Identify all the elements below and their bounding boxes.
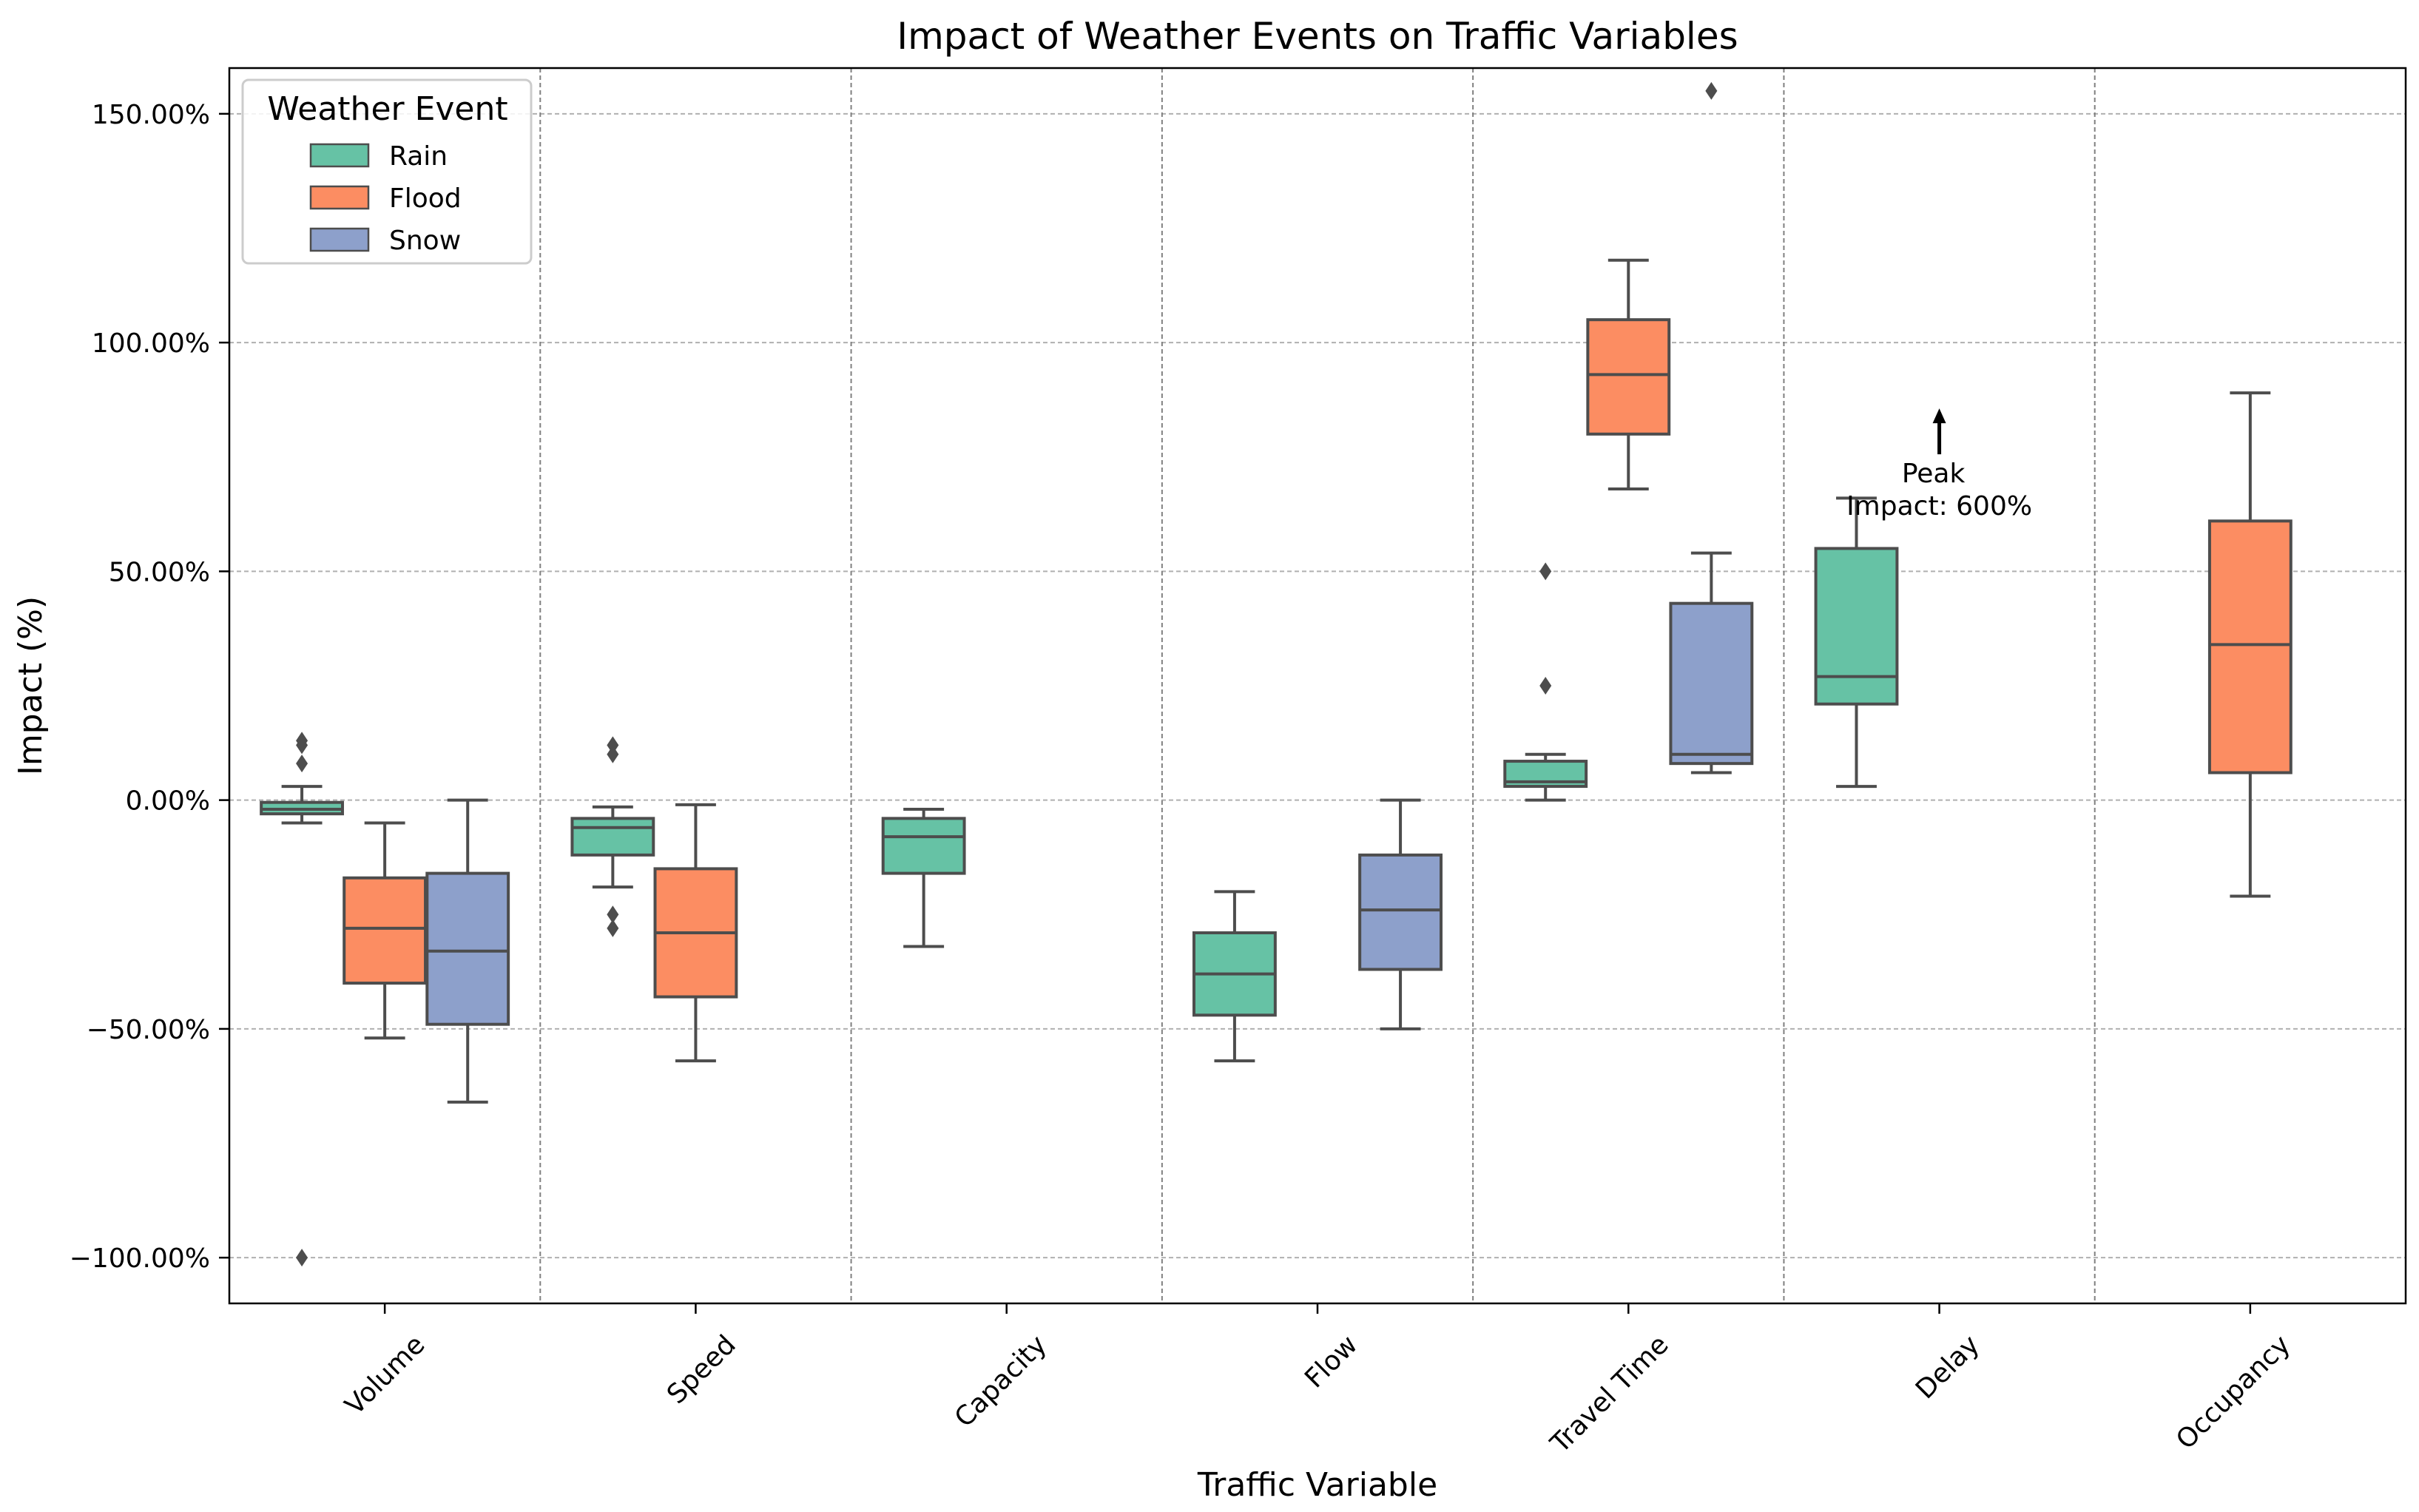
y-axis-label: Impact (%) bbox=[12, 596, 50, 775]
box-flood-volume bbox=[343, 821, 428, 1040]
outlier-point bbox=[607, 905, 619, 924]
outlier-point bbox=[296, 736, 308, 755]
outlier-point bbox=[296, 755, 308, 773]
box-iqr bbox=[343, 876, 428, 985]
outlier-point bbox=[607, 736, 619, 755]
plot-frame bbox=[228, 67, 2407, 1305]
y-tick-label: 50.00% bbox=[109, 557, 210, 587]
box-iqr bbox=[1814, 547, 1899, 706]
outlier-point bbox=[296, 1249, 308, 1267]
legend-title: Weather Event bbox=[267, 90, 507, 128]
box-iqr bbox=[881, 817, 966, 875]
box-rain-flow bbox=[1192, 890, 1277, 1063]
box-rain-travel-time bbox=[1503, 562, 1588, 802]
box-iqr bbox=[1669, 601, 1754, 766]
y-tick-label: −50.00% bbox=[87, 1015, 210, 1045]
box-snow-flow bbox=[1358, 798, 1443, 1030]
box-flood-occupancy bbox=[2207, 391, 2293, 898]
box-iqr bbox=[1586, 318, 1671, 436]
legend-swatch-snow bbox=[309, 227, 370, 252]
legend-frame bbox=[241, 78, 533, 265]
y-tick-label: 0.00% bbox=[126, 786, 210, 817]
legend-swatch-flood bbox=[309, 185, 370, 210]
box-flood-speed bbox=[653, 803, 738, 1063]
y-tick-label: 150.00% bbox=[92, 100, 210, 130]
annotation-text-line1: Peak bbox=[1902, 459, 1966, 489]
box-iqr bbox=[2207, 519, 2293, 774]
annotation-text-line2: Impact: 600% bbox=[1846, 491, 2032, 522]
box-rain-speed bbox=[570, 736, 655, 937]
legend-label-rain: Rain bbox=[389, 141, 448, 172]
outlier-point bbox=[607, 745, 619, 763]
box-rain-capacity bbox=[881, 808, 966, 948]
legend-swatch-rain bbox=[309, 143, 370, 168]
box-snow-travel-time bbox=[1669, 81, 1754, 774]
legend-label-snow: Snow bbox=[389, 226, 461, 256]
grid bbox=[229, 68, 2406, 1303]
box-snow-volume bbox=[425, 798, 510, 1104]
y-axis: −100.00% −50.00% 0.00% 50.00% 100.00% 150.00% bbox=[70, 100, 229, 1274]
legend-label-flood: Flood bbox=[389, 183, 462, 214]
outlier-point bbox=[1539, 677, 1552, 695]
y-tick-label: −100.00% bbox=[70, 1243, 210, 1274]
box-series bbox=[260, 81, 2293, 1267]
box-rain-delay bbox=[1814, 496, 1899, 789]
outlier-point bbox=[1705, 81, 1718, 100]
y-tick-label: 100.00% bbox=[92, 328, 210, 359]
box-iqr bbox=[1358, 853, 1443, 971]
box-iqr bbox=[570, 817, 655, 857]
chart-title: Impact of Weather Events on Traffic Vari… bbox=[897, 15, 1738, 58]
box-iqr bbox=[425, 871, 510, 1026]
annotation-arrow-head bbox=[1932, 408, 1946, 424]
box-flood-travel-time bbox=[1586, 258, 1671, 491]
x-axis-label: Traffic Variable bbox=[1197, 1466, 1437, 1504]
box-rain-volume bbox=[260, 732, 344, 1267]
outlier-point bbox=[1539, 562, 1552, 581]
legend: Weather Event Rain Flood Snow bbox=[241, 78, 533, 265]
outlier-point bbox=[607, 919, 619, 937]
